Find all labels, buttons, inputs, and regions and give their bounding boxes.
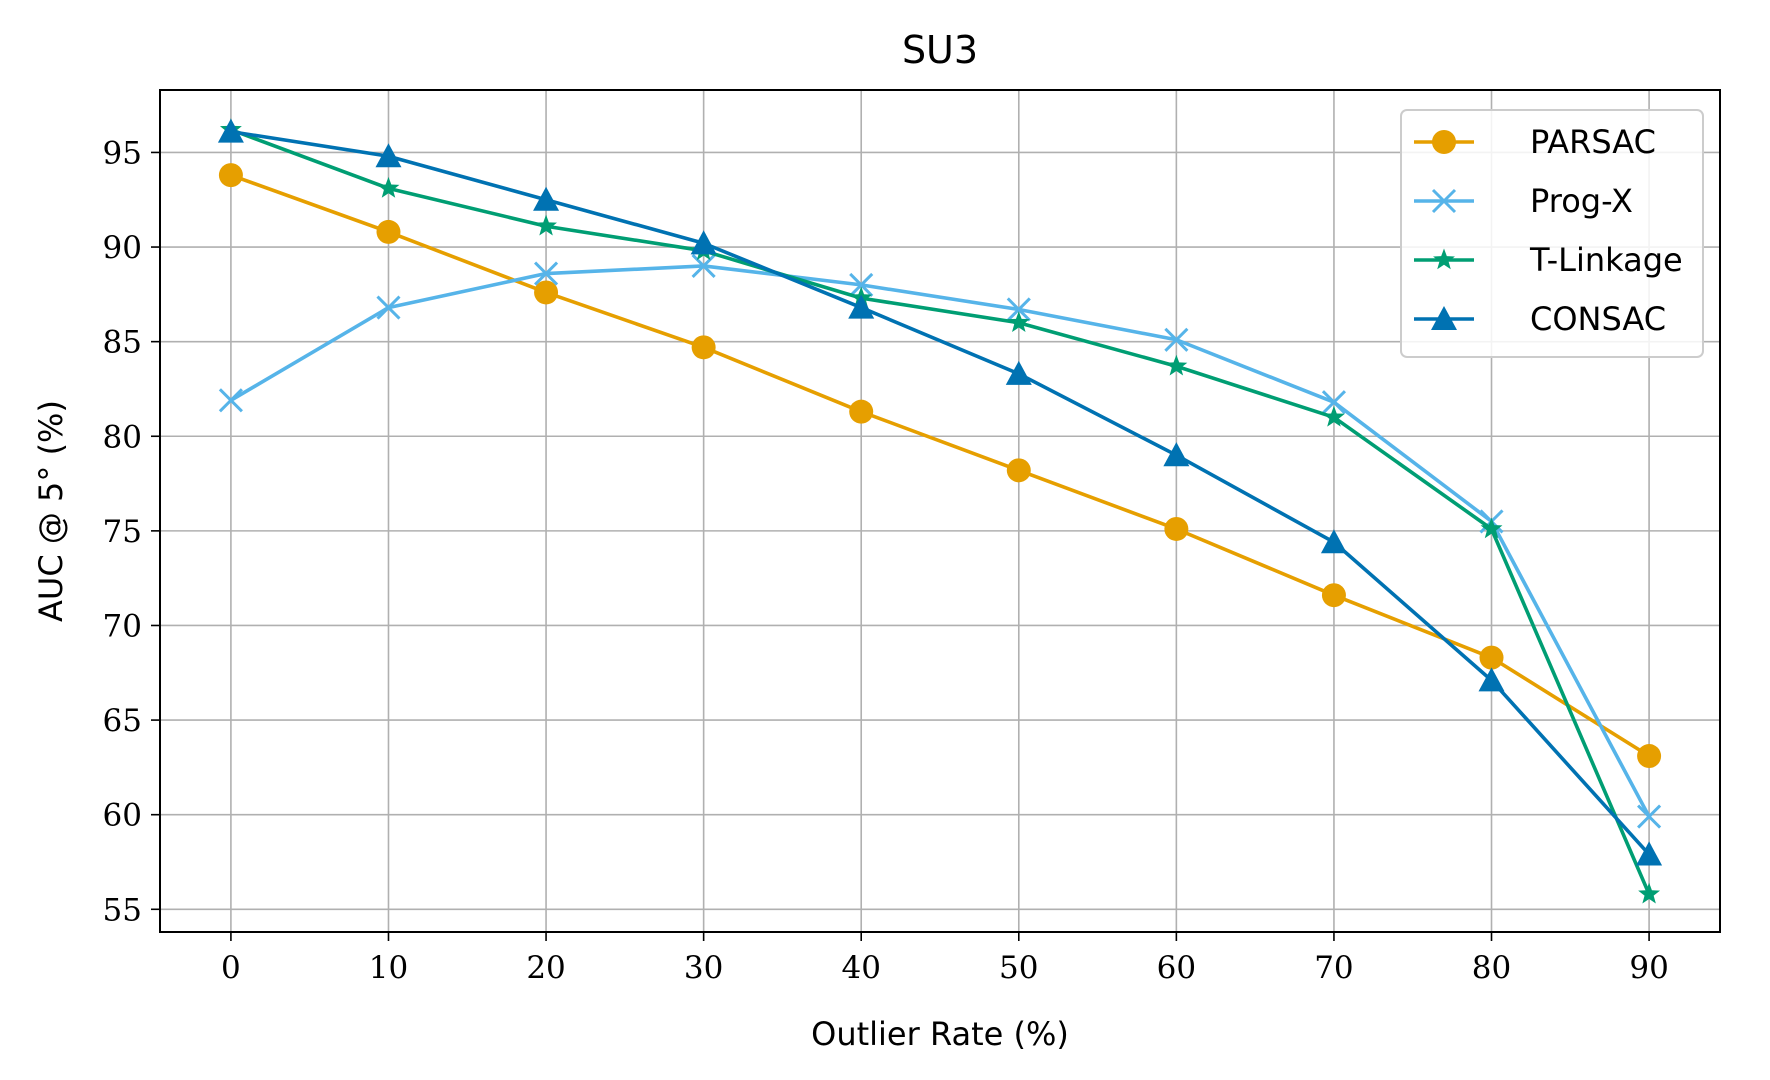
data-point	[1321, 583, 1346, 608]
data-point	[849, 399, 874, 424]
legend-entry: CONSAC	[1414, 300, 1666, 338]
series-line	[230, 173, 1651, 758]
data-point	[1005, 360, 1032, 385]
x-tick-label: 0	[221, 950, 241, 986]
legend-label: PARSAC	[1530, 123, 1656, 161]
legend-marker	[1433, 248, 1455, 270]
x-tick-label: 20	[526, 950, 565, 986]
chart-title: SU3	[902, 28, 978, 72]
legend-entry: Prog-X	[1414, 182, 1633, 220]
data-point	[1006, 458, 1031, 483]
legend-label: T-Linkage	[1529, 241, 1683, 279]
data-point	[1637, 744, 1662, 769]
data-point	[376, 219, 401, 244]
data-point	[1164, 516, 1189, 541]
data-point	[533, 186, 560, 211]
data-point	[849, 272, 874, 297]
series-consac	[217, 118, 1663, 866]
data-point	[1164, 327, 1189, 352]
data-point	[1478, 667, 1505, 692]
series-line	[230, 129, 1651, 856]
series-layer	[217, 118, 1663, 904]
legend-label: Prog-X	[1530, 182, 1633, 220]
legend-marker	[1431, 306, 1457, 331]
data-point	[1006, 297, 1031, 322]
legend-entry: PARSAC	[1414, 123, 1656, 161]
data-point	[218, 388, 243, 413]
data-point	[1163, 442, 1190, 467]
data-point	[1637, 804, 1662, 829]
plot-area-frame	[159, 89, 1721, 933]
data-point	[1321, 390, 1347, 415]
data-point	[848, 294, 875, 319]
x-tick-label: 70	[1314, 950, 1353, 986]
legend-label: CONSAC	[1530, 300, 1666, 338]
data-point	[691, 335, 716, 360]
y-tick-label: 55	[103, 892, 142, 928]
x-tick-label: 80	[1472, 950, 1511, 986]
legend-marker	[1432, 130, 1456, 154]
series-prog-x	[218, 253, 1662, 829]
axis-ticks: 0 10 20 30 40 50 60 70 80 90 55 60 65 70 75 80 85 90 95	[103, 135, 1669, 986]
data-point	[1320, 529, 1347, 554]
y-tick-label: 75	[103, 514, 142, 550]
y-axis-label: AUC @ 5° (%)	[32, 400, 70, 622]
data-point	[691, 253, 716, 279]
data-point	[217, 118, 244, 143]
x-tick-label: 30	[684, 950, 723, 986]
data-point	[375, 143, 402, 168]
series-line	[230, 128, 1651, 895]
data-point	[690, 230, 717, 255]
data-point	[1007, 311, 1030, 333]
series-line	[229, 264, 1651, 818]
legend-entry: T-Linkage	[1414, 241, 1683, 279]
data-point	[534, 280, 559, 305]
x-tick-label: 60	[1157, 950, 1196, 986]
y-tick-label: 65	[103, 703, 142, 739]
x-tick-label: 10	[369, 950, 408, 986]
x-axis-label: Outlier Rate (%)	[811, 1015, 1069, 1053]
data-point	[1323, 405, 1345, 427]
data-point	[1638, 882, 1661, 904]
y-tick-label: 95	[103, 135, 142, 171]
data-point	[218, 163, 243, 188]
data-point	[1479, 645, 1504, 670]
data-point	[376, 295, 401, 320]
legend-box	[1400, 109, 1704, 358]
series-parsac	[218, 163, 1662, 769]
x-tick-label: 50	[999, 950, 1038, 986]
data-point	[533, 261, 559, 286]
y-tick-label: 80	[103, 419, 142, 455]
data-point	[1165, 354, 1188, 376]
y-tick-label: 90	[103, 230, 142, 266]
data-point	[377, 176, 400, 198]
y-tick-label: 85	[103, 325, 142, 361]
y-tick-label: 60	[103, 798, 142, 834]
data-point	[535, 214, 557, 236]
data-point	[1636, 841, 1663, 866]
x-tick-label: 40	[841, 950, 880, 986]
y-tick-label: 70	[103, 608, 142, 644]
data-point	[1480, 517, 1503, 539]
legend-marker	[1431, 188, 1457, 214]
legend: PARSAC Prog-X T-Linkage CONSAC	[1400, 109, 1704, 358]
x-tick-label: 90	[1629, 950, 1668, 986]
